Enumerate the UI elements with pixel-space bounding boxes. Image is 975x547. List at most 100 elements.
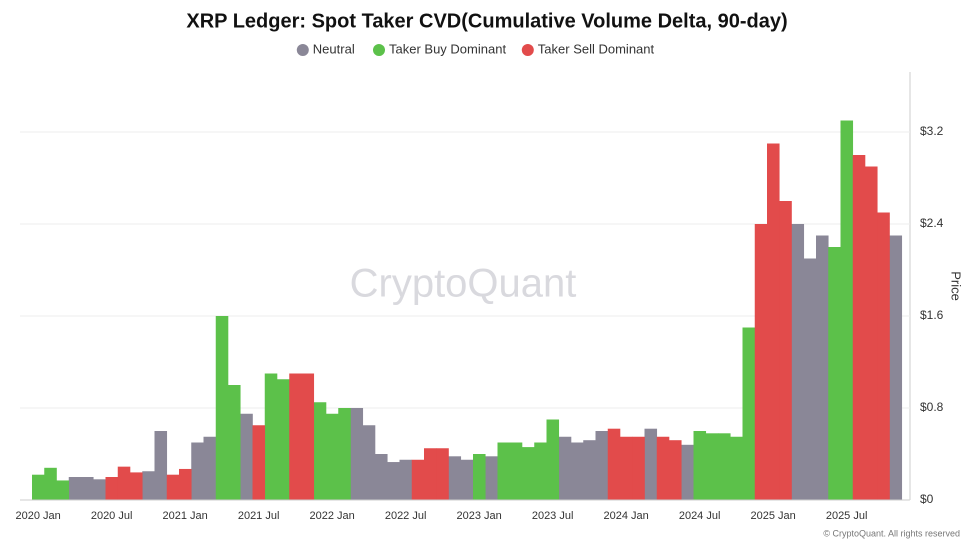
bar	[375, 454, 388, 500]
bar	[656, 436, 670, 500]
bar	[44, 467, 57, 500]
bar	[301, 373, 315, 500]
bar	[32, 474, 45, 500]
bar	[607, 428, 621, 500]
bar	[583, 440, 596, 500]
x-tick-label: 2024 Jul	[679, 510, 721, 522]
legend-marker	[521, 44, 534, 56]
bar	[791, 224, 805, 500]
bar	[546, 419, 560, 500]
bar	[534, 442, 547, 500]
bar	[754, 224, 768, 500]
bar	[485, 456, 498, 500]
bar	[767, 143, 780, 500]
legend-marker	[373, 44, 385, 56]
bar	[68, 477, 82, 500]
legend-label: Taker Sell Dominant	[538, 41, 655, 56]
bar	[411, 459, 425, 500]
bar	[460, 459, 474, 500]
y-tick-label: $1.6	[920, 308, 944, 322]
bar	[473, 454, 486, 500]
bar	[105, 477, 119, 500]
legend-label: Taker Buy Dominant	[389, 41, 506, 56]
bar	[338, 408, 351, 500]
y-tick-label: $0.8	[920, 400, 944, 414]
bar	[436, 448, 449, 500]
bar	[877, 212, 890, 500]
bar	[93, 479, 106, 500]
bar	[644, 428, 658, 500]
bar	[852, 155, 866, 500]
bar	[681, 444, 694, 500]
bar	[669, 440, 682, 500]
bar	[350, 408, 364, 500]
bar	[252, 425, 266, 500]
bar	[558, 436, 572, 500]
x-tick-label: 2025 Jan	[750, 510, 795, 522]
bar	[632, 436, 645, 500]
bar	[313, 402, 327, 500]
chart-title: XRP Ledger: Spot Taker CVD(Cumulative Vo…	[186, 10, 787, 32]
bar	[387, 462, 400, 500]
bar	[142, 471, 155, 500]
bar	[166, 474, 180, 500]
x-tick-label: 2022 Jan	[309, 510, 354, 522]
bar	[705, 433, 719, 500]
x-tick-label: 2023 Jan	[456, 510, 501, 522]
bar	[240, 413, 253, 500]
bar	[399, 459, 413, 500]
bar	[730, 436, 743, 500]
bar	[424, 448, 437, 500]
bar	[117, 466, 131, 500]
y-axis-label: Price	[949, 271, 964, 301]
bar	[56, 480, 70, 500]
bar	[326, 413, 339, 500]
bar	[889, 235, 903, 500]
bar	[81, 477, 94, 500]
bar	[595, 431, 609, 500]
bar	[571, 442, 584, 500]
y-tick-label: $3.2	[920, 124, 944, 138]
bar	[803, 258, 817, 500]
bar	[779, 201, 792, 500]
x-tick-label: 2021 Jan	[162, 510, 207, 522]
x-tick-label: 2022 Jul	[385, 510, 427, 522]
bar	[264, 373, 278, 500]
bar	[509, 442, 523, 500]
bar	[828, 247, 841, 500]
credit: © CryptoQuant. All rights reserved	[823, 528, 960, 538]
bar	[840, 120, 854, 500]
x-tick-label: 2023 Jul	[532, 510, 574, 522]
bar	[215, 316, 229, 500]
watermark: CryptoQuant	[350, 262, 577, 306]
x-tick-label: 2024 Jan	[603, 510, 648, 522]
legend-label: Neutral	[313, 41, 355, 56]
bar	[865, 166, 878, 500]
bar	[277, 379, 290, 500]
legend-marker	[296, 44, 309, 56]
bar	[620, 436, 633, 500]
x-tick-label: 2021 Jul	[238, 510, 280, 522]
bar	[718, 433, 731, 500]
bar	[522, 447, 535, 500]
bar	[742, 327, 756, 500]
bar	[191, 442, 204, 500]
x-tick-label: 2025 Jul	[826, 510, 868, 522]
y-tick-label: $2.4	[920, 216, 944, 230]
bar	[693, 431, 707, 500]
bar	[228, 385, 241, 500]
bar	[179, 468, 192, 500]
bar	[448, 456, 462, 500]
x-tick-label: 2020 Jan	[15, 510, 60, 522]
x-tick-label: 2020 Jul	[91, 510, 133, 522]
bar	[130, 472, 143, 500]
bar	[816, 235, 829, 500]
bar	[154, 431, 168, 500]
bar	[362, 425, 376, 500]
bar	[497, 442, 511, 500]
bar	[289, 373, 302, 500]
y-tick-label: $0	[920, 492, 934, 506]
bar	[203, 436, 217, 500]
